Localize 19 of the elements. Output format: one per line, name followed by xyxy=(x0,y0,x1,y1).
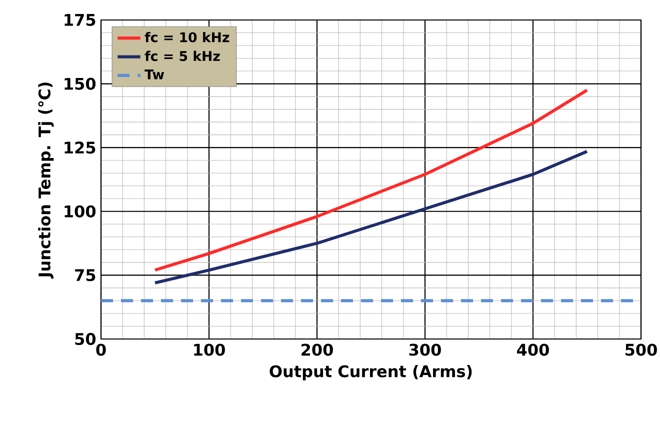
y-tick-label: 100 xyxy=(64,205,96,218)
y-tick-label: 75 xyxy=(75,269,96,282)
legend-label: fc = 10 kHz xyxy=(144,32,230,42)
x-tick-label: 500 xyxy=(626,344,657,356)
line-series xyxy=(153,150,589,284)
y-tick-label: 125 xyxy=(64,142,96,154)
x-tick-label: 300 xyxy=(409,344,441,356)
x-tick-label: 100 xyxy=(194,344,225,356)
x-tick-label: 200 xyxy=(302,344,333,356)
legend-label: Tw xyxy=(144,70,164,80)
legend-label: fc = 5 kHz xyxy=(144,50,220,62)
x-tick-label: 400 xyxy=(517,344,549,356)
x-tick-label: 0 xyxy=(96,344,106,356)
y-tick-label: 150 xyxy=(64,78,96,90)
y-tick-label: 175 xyxy=(64,14,96,26)
y-tick-label: 50 xyxy=(75,332,96,346)
y-axis-title: Junction Temp. Tj (℃) xyxy=(38,82,54,279)
line-series xyxy=(153,88,589,272)
x-axis-title: Output Current (Arms) xyxy=(270,364,472,380)
